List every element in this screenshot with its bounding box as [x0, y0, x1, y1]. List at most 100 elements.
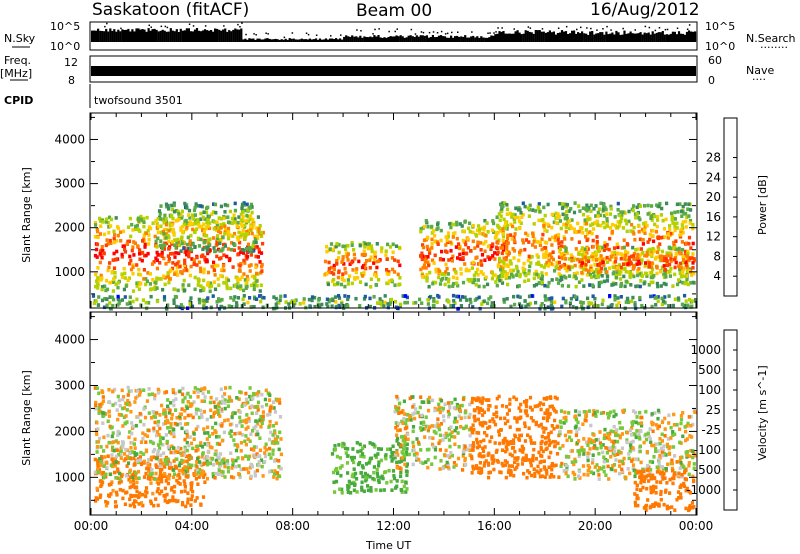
heatmap-cell	[166, 426, 170, 430]
nsky-sample	[242, 39, 245, 42]
heatmap-cell	[221, 394, 225, 399]
nsky-sample	[683, 34, 687, 42]
nsky-dot	[237, 23, 239, 26]
heatmap-cell	[123, 421, 127, 426]
heatmap-cell	[158, 243, 162, 248]
nsky-sample	[482, 37, 485, 42]
velocity-heatmap	[93, 385, 697, 513]
heatmap-cell	[597, 245, 602, 249]
heatmap-cell	[263, 451, 267, 455]
heatmap-cell	[181, 386, 185, 391]
heatmap-cell	[101, 421, 105, 425]
heatmap-cell	[164, 411, 168, 415]
nsearch-tick-top: 10^5	[705, 20, 735, 33]
heatmap-cell	[660, 265, 664, 270]
heatmap-cell	[131, 299, 135, 304]
heatmap-cell	[646, 248, 650, 253]
heatmap-cell	[116, 225, 120, 229]
heatmap-cell	[219, 226, 223, 230]
heatmap-cell	[462, 447, 466, 452]
heatmap-cell	[134, 227, 138, 231]
heatmap-cell	[220, 248, 224, 253]
heatmap-cell	[345, 254, 349, 259]
heatmap-cell	[251, 217, 255, 222]
heatmap-cell	[486, 255, 490, 259]
heatmap-cell	[337, 296, 342, 300]
heatmap-cell	[205, 245, 209, 249]
heatmap-cell	[242, 302, 246, 306]
heatmap-cell	[644, 271, 648, 276]
heatmap-cell	[445, 250, 449, 254]
heatmap-cell	[666, 236, 670, 240]
heatmap-cell	[457, 242, 461, 246]
heatmap-cell	[560, 206, 565, 211]
heatmap-cell	[132, 442, 136, 446]
colorbar-tick-label: 24	[706, 170, 721, 184]
heatmap-cell	[139, 303, 143, 307]
heatmap-cell	[131, 472, 135, 477]
nsky-sample	[566, 34, 570, 42]
heatmap-cell	[202, 301, 206, 305]
heatmap-cell	[569, 207, 573, 211]
heatmap-cell	[275, 398, 279, 403]
nsky-sample	[312, 39, 315, 42]
heatmap-cell	[174, 449, 178, 454]
heatmap-cell	[330, 304, 334, 308]
heatmap-cell	[643, 225, 647, 229]
heatmap-cell	[149, 226, 153, 231]
heatmap-cell	[114, 476, 118, 480]
heatmap-cell	[453, 397, 457, 402]
heatmap-cell	[563, 266, 567, 271]
nsky-sample	[224, 28, 227, 42]
heatmap-cell	[660, 206, 664, 211]
heatmap-cell	[594, 204, 598, 208]
heatmap-cell	[502, 264, 506, 269]
heatmap-cell	[570, 237, 574, 241]
heatmap-cell	[198, 460, 202, 464]
heatmap-cell	[489, 247, 493, 251]
heatmap-cell	[406, 432, 410, 436]
heatmap-cell	[346, 447, 350, 451]
heatmap-cell	[195, 465, 199, 469]
heatmap-cell	[184, 222, 188, 227]
nsky-dot	[557, 27, 560, 29]
heatmap-cell	[234, 458, 238, 463]
heatmap-cell	[152, 260, 156, 264]
heatmap-cell	[167, 477, 171, 481]
heatmap-cell	[639, 279, 643, 283]
heatmap-cell	[120, 275, 125, 279]
heatmap-cell	[116, 417, 120, 422]
heatmap-cell	[540, 302, 544, 306]
freq-tick-top: 12	[64, 56, 78, 69]
heatmap-cell	[166, 274, 170, 279]
heatmap-cell	[426, 224, 430, 229]
nsky-dot	[501, 27, 503, 29]
heatmap-cell	[302, 297, 306, 301]
heatmap-cell	[118, 477, 122, 481]
heatmap-cell	[128, 475, 132, 479]
heatmap-cell	[585, 221, 589, 226]
heatmap-cell	[196, 456, 200, 461]
nsky-sample	[548, 30, 551, 42]
heatmap-cell	[255, 468, 259, 473]
heatmap-cell	[166, 398, 170, 402]
heatmap-cell	[544, 263, 548, 267]
heatmap-cell	[96, 282, 100, 287]
nsky-sample	[284, 38, 287, 42]
nsky-sample	[373, 35, 376, 42]
heatmap-cell	[147, 467, 151, 471]
colorbar-tick-label: 8	[713, 249, 721, 263]
heatmap-cell	[132, 463, 136, 467]
heatmap-cell	[184, 454, 188, 459]
heatmap-cell	[500, 209, 504, 214]
heatmap-cell	[366, 484, 370, 488]
nsky-sample	[512, 33, 515, 42]
heatmap-cell	[256, 432, 260, 437]
heatmap-cell	[196, 387, 200, 392]
heatmap-cell	[500, 271, 504, 275]
nsky-sample	[381, 37, 384, 42]
heatmap-cell	[689, 208, 693, 212]
nsky-sample	[403, 37, 406, 42]
nave-dots: ....	[752, 70, 766, 83]
heatmap-cell	[175, 478, 179, 483]
